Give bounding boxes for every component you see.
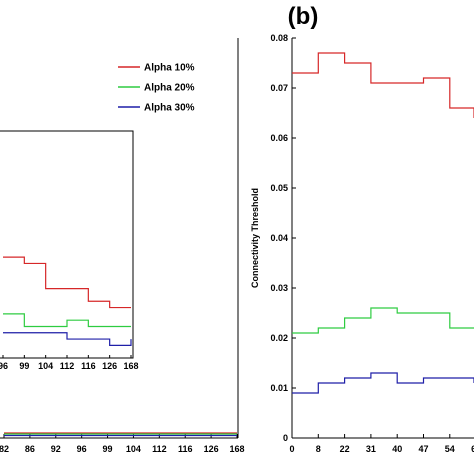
- x-tick-label: 47: [418, 444, 428, 454]
- series-line: [292, 52, 474, 118]
- inset-x-tick-label: 96: [0, 361, 8, 371]
- legend-label: Alpha 10%: [144, 63, 195, 74]
- x-tick-label: 92: [51, 444, 61, 454]
- x-tick-label: 22: [340, 444, 350, 454]
- right-y-ticks: 0 0.01 0.02 0.03 0.04 0.05 0.06 0.07 0.08: [270, 33, 296, 443]
- y-tick-label: 0.01: [270, 383, 288, 393]
- y-tick-label: 0.02: [270, 333, 288, 343]
- x-tick-label: 82: [0, 444, 9, 454]
- legend-label: Alpha 20%: [144, 83, 195, 94]
- right-axes: Connectivity Threshold 0 0.01 0.02 0.03 0.04…: [250, 33, 474, 454]
- x-tick-label: 8: [316, 444, 321, 454]
- inset-x-tick-label: 126: [102, 361, 117, 371]
- x-tick-label: 168: [229, 444, 244, 454]
- y-tick-label: 0: [283, 433, 288, 443]
- x-tick-label: 96: [77, 444, 87, 454]
- x-tick-label: 99: [103, 444, 113, 454]
- left-main-x-ticks: 82 86 92 96 99 104 112 116 126 168: [0, 434, 245, 454]
- x-tick-label: 31: [366, 444, 376, 454]
- x-tick-label: 40: [392, 444, 402, 454]
- x-tick-label: 0: [289, 444, 294, 454]
- y-tick-label: 0.06: [270, 133, 288, 143]
- inset-x-tick-label: 104: [38, 361, 53, 371]
- x-tick-label: 126: [204, 444, 219, 454]
- x-tick-label: 61: [471, 444, 474, 454]
- right-series: [292, 52, 474, 394]
- left-main-axes: 82 86 92 96 99 104 112 116 126 168: [0, 38, 245, 454]
- right-x-ticks: 0 8 22 31 40 47 54 61: [289, 434, 474, 454]
- inset-x-tick-label: 168: [123, 361, 138, 371]
- y-tick-label: 0.03: [270, 283, 288, 293]
- series-line: [292, 307, 474, 334]
- right-y-axis-label: Connectivity Threshold: [250, 188, 260, 288]
- series-line: [292, 372, 474, 394]
- left-main-series: [4, 432, 237, 437]
- x-tick-label: 86: [25, 444, 35, 454]
- inset-axes: 96 99 104 112 116 126 168: [0, 130, 139, 371]
- inset-x-tick-label: 112: [60, 361, 75, 371]
- y-tick-label: 0.04: [270, 233, 288, 243]
- y-tick-label: 0.07: [270, 83, 288, 93]
- inset-series-line: [3, 332, 132, 346]
- x-tick-label: 54: [445, 444, 455, 454]
- x-tick-label: 104: [126, 444, 141, 454]
- x-tick-label: 116: [178, 444, 193, 454]
- panel-label-b: (b): [288, 3, 319, 30]
- legend: Alpha 10% Alpha 20% Alpha 30%: [118, 63, 195, 114]
- inset-series: [3, 256, 132, 346]
- inset-series-line: [3, 256, 131, 309]
- y-tick-label: 0.08: [270, 33, 288, 43]
- x-tick-label: 112: [152, 444, 167, 454]
- inset-x-tick-label: 116: [81, 361, 96, 371]
- inset-series-line: [3, 313, 131, 328]
- inset-x-ticks: 96 99 104 112 116 126 168: [0, 355, 139, 371]
- inset-x-tick-label: 99: [19, 361, 29, 371]
- legend-label: Alpha 30%: [144, 103, 195, 114]
- y-tick-label: 0.05: [270, 183, 288, 193]
